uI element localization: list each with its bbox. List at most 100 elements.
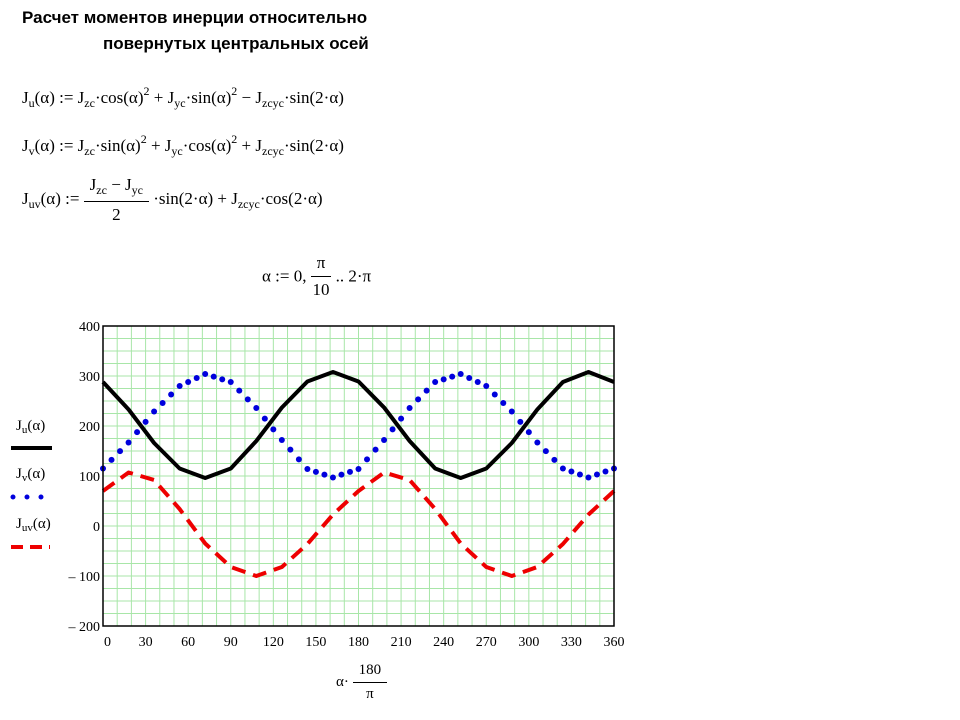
eq-jv-op1: + (150, 136, 161, 155)
eq-ju-t3-sub: zcyc (262, 96, 284, 110)
eq-jv-t1: J (77, 136, 85, 155)
x-axis-label: α· 180 π (336, 662, 388, 703)
legend-label-ju: Ju(α) (16, 418, 45, 436)
data-point (304, 466, 311, 472)
eq-juv-t2-fn: ·cos(2·α) (259, 188, 323, 208)
x-tick-label: 240 (433, 635, 454, 650)
data-point (483, 383, 490, 389)
x-tick-label: 210 (391, 635, 412, 650)
legend-jv-sym: J (16, 466, 22, 482)
x-tick-label: 300 (518, 635, 539, 650)
series-2 (101, 470, 616, 578)
eq-juv-denominator: 2 (112, 205, 121, 224)
x-tick-label: 150 (305, 635, 326, 650)
x-axis-label-den: π (366, 686, 374, 702)
legend-juv-sub: uv (21, 522, 33, 534)
legend-ju-sub: u (21, 424, 28, 436)
eq-ju-arg: (α) (34, 88, 55, 107)
data-point (185, 379, 192, 385)
data-point (253, 405, 260, 411)
x-tick-label: 360 (604, 635, 625, 650)
data-point (321, 471, 328, 478)
eq-juv-assign: := (65, 188, 80, 208)
legend-jv-arg: (α) (27, 466, 46, 482)
eq-jv-t1-fn: ·sin(α) (94, 136, 141, 155)
range-assign: := (275, 266, 290, 286)
x-tick-label: 60 (181, 635, 195, 650)
x-tick-labels: 0 30 60 90 120 150 180 210 240 270 300 330 360 (104, 635, 625, 650)
x-tick-label: 120 (263, 635, 284, 650)
data-point (466, 375, 473, 381)
eq-ju-op2: − (241, 88, 252, 107)
data-point (151, 408, 158, 415)
data-point (108, 456, 115, 463)
eq-juv-t1-fn: ·sin(2·α) (153, 188, 214, 208)
eq-jv-t1-sub: zc (84, 144, 95, 158)
series-1 (100, 371, 617, 481)
eq-jv-t3-fn: ·sin(2·α) (284, 136, 344, 155)
data-point (457, 371, 464, 377)
legend-juv-arg: (α) (32, 516, 51, 532)
eq-ju-t1-sub: zc (84, 96, 95, 110)
eq-jv-t1-pow: 2 (140, 132, 147, 146)
x-tick-label: 0 (104, 635, 111, 650)
y-tick-label: 400 (79, 320, 100, 335)
data-point (364, 456, 371, 463)
eq-ju-assign: := (59, 88, 74, 107)
eq-ju-t2-sub: yc (174, 96, 186, 110)
data-point (117, 448, 124, 455)
data-point (142, 418, 149, 425)
eq-ju-t3-fn: ·sin(2·α) (284, 88, 344, 107)
eq-ju-t3: J (255, 88, 263, 107)
eq-jv-lhs-sub: v (28, 144, 35, 158)
data-point (346, 468, 353, 475)
eq-ju-op1: + (153, 88, 164, 107)
data-point (602, 468, 609, 475)
eq-juv-t2-sub: zcyc (237, 196, 260, 211)
y-tick-label: – 200 (68, 620, 101, 635)
series-line (101, 470, 616, 578)
eq-juv-num-b-sub: yc (131, 183, 143, 197)
eq-jv-t3: J (255, 136, 263, 155)
eq-juv-num-a: J (89, 175, 97, 194)
x-tick-label: 30 (139, 635, 153, 650)
data-point (517, 418, 524, 425)
data-point (219, 376, 226, 383)
data-point (261, 415, 268, 422)
data-point (372, 446, 379, 453)
data-point (338, 471, 345, 478)
title-line-1: Расчет моментов инерции относительно (22, 8, 368, 27)
chart-grid (103, 326, 614, 626)
data-point (593, 471, 600, 478)
eq-jv-t2-pow: 2 (231, 132, 238, 146)
data-point (534, 439, 541, 446)
legend-label-juv: Juv(α) (16, 516, 51, 534)
eq-jv-arg: (α) (34, 136, 55, 155)
eq-jv-op2: + (241, 136, 252, 155)
eq-juv-num-op: − (111, 175, 121, 194)
data-point (432, 379, 439, 385)
y-tick-label: 0 (93, 520, 100, 535)
y-tick-label: 100 (79, 470, 100, 485)
data-point (474, 379, 481, 385)
eq-juv-lhs-sub: uv (28, 196, 41, 211)
eq-ju-t2: J (167, 88, 175, 107)
eq-juv-lhs: J (22, 188, 29, 208)
data-point (176, 383, 183, 389)
equation-ju: Ju(α) := Jzc·cos(α)2 + Jyc·sin(α)2 − Jzc… (22, 84, 344, 111)
data-point (576, 471, 583, 478)
y-tick-labels: 400 300 200 100 0 – 100 – 200 (68, 320, 101, 635)
equation-juv: Juv(α) := Jzc − Jyc 2 ·sin(2·α) + Jzcyc·… (22, 175, 323, 225)
data-point (389, 426, 396, 433)
eq-jv-t2-fn: ·cos(α) (182, 136, 232, 155)
eq-ju-t2-pow: 2 (231, 84, 238, 98)
range-var: α (262, 266, 271, 286)
range-start: 0, (293, 266, 307, 286)
data-point (491, 391, 498, 398)
range-step-num: π (310, 253, 332, 277)
title-line-2: повернутых центральных осей (103, 34, 369, 53)
equation-jv: Jv(α) := Jzc·sin(α)2 + Jyc·cos(α)2 + Jzc… (22, 132, 344, 159)
data-point (312, 468, 319, 475)
range-step-den: 10 (312, 280, 330, 299)
data-point (398, 415, 405, 422)
